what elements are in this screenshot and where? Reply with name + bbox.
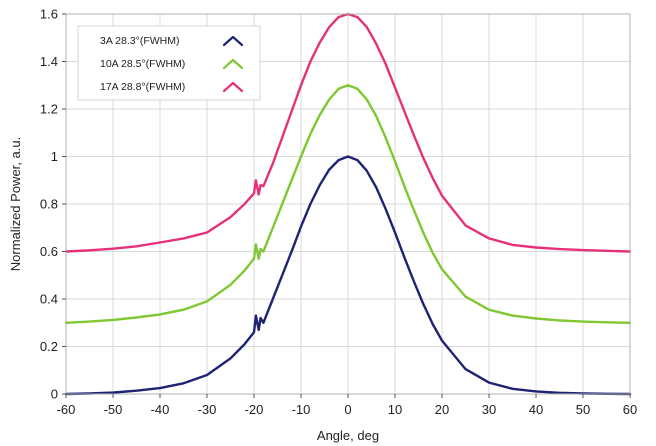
x-tick-label: 0 (344, 402, 351, 417)
series-line-0 (64, 155, 632, 396)
series-line-1 (64, 84, 632, 324)
y-tick-label: 0.2 (40, 339, 58, 354)
legend-item[interactable]: 17A 28.8°(FWHM) (100, 81, 244, 93)
legend[interactable]: 3A 28.3°(FWHM) 10A 28.5°(FWHM) 17A 28.8°(F… (77, 25, 261, 101)
x-axis-title: Angle, deg (317, 428, 379, 443)
x-tick-label: 20 (435, 402, 449, 417)
legend-line-swatch (222, 58, 244, 70)
y-tick-label: 1.4 (40, 54, 58, 69)
legend-item[interactable]: 3A 28.3°(FWHM) (100, 35, 244, 47)
legend-item[interactable]: 10A 28.5°(FWHM) (100, 58, 244, 70)
y-tick-label: 1 (51, 149, 58, 164)
y-axis-ticks: 0 0.2 0.4 0.6 0.8 1 1.2 1.4 1.6 (40, 7, 66, 402)
x-axis-ticks: -60 -50 -40 -30 -20 -10 0 10 20 30 40 50 60 (57, 394, 637, 417)
y-tick-label: 1.2 (40, 102, 58, 117)
series-lines (64, 12, 632, 396)
x-tick-label: -50 (104, 402, 123, 417)
x-tick-label: -60 (57, 402, 76, 417)
legend-line-swatch (222, 35, 244, 47)
x-tick-label: -40 (151, 402, 170, 417)
y-tick-label: 1.6 (40, 7, 58, 22)
series-line-2 (64, 12, 632, 253)
y-tick-label: 0 (51, 387, 58, 402)
y-axis-title: Normalized Power, a.u. (8, 137, 23, 271)
y-tick-label: 0.4 (40, 292, 58, 307)
legend-line-swatch (222, 81, 244, 93)
legend-label: 10A 28.5°(FWHM) (100, 58, 185, 70)
x-tick-label: 30 (482, 402, 496, 417)
x-tick-label: -30 (198, 402, 217, 417)
x-tick-label: 60 (623, 402, 637, 417)
y-tick-label: 0.6 (40, 244, 58, 259)
x-tick-label: -20 (245, 402, 264, 417)
legend-label: 3A 28.3°(FWHM) (100, 35, 179, 47)
x-tick-label: 10 (388, 402, 402, 417)
x-tick-label: 50 (576, 402, 590, 417)
x-tick-label: 40 (529, 402, 543, 417)
legend-label: 17A 28.8°(FWHM) (100, 81, 185, 93)
y-tick-label: 0.8 (40, 197, 58, 212)
x-tick-label: -10 (292, 402, 311, 417)
legend-items: 3A 28.3°(FWHM) 10A 28.5°(FWHM) 17A 28.8°(F… (100, 35, 244, 93)
